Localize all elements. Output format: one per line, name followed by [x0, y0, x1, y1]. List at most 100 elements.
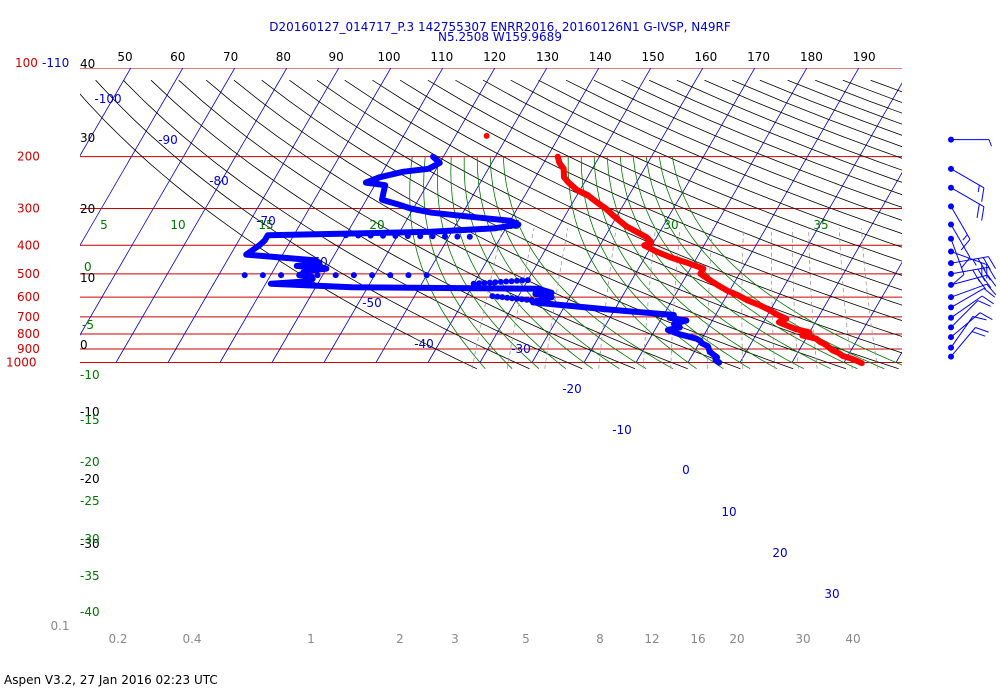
dewpoint-dot	[476, 280, 483, 287]
temperature-trace	[554, 153, 865, 367]
dewpoint-dot	[523, 296, 530, 303]
isotherm-line	[791, 172, 902, 363]
theta-tick-label: 180	[800, 50, 823, 64]
wind-barb	[948, 327, 989, 360]
dewpoint-dot	[538, 298, 545, 305]
dewpoint-dot	[533, 297, 540, 304]
isotherm-label: -50	[362, 296, 382, 310]
wind-barb	[948, 165, 985, 202]
mixing-ratio-line	[838, 228, 853, 369]
mixing-ratio-line	[544, 228, 569, 369]
dry-adiabat-line	[704, 79, 902, 159]
dewpoint-dot	[296, 272, 303, 279]
mixing-ratio-label: 12	[644, 632, 659, 646]
wind-barb	[948, 295, 994, 321]
dewpoint-dot	[380, 232, 386, 239]
isotherm-line	[583, 68, 756, 363]
isotherm-label: 0	[682, 463, 690, 477]
left-temp-label: 40	[80, 57, 95, 71]
dewpoint-dot	[392, 232, 399, 239]
temperature-outlier-point	[483, 132, 490, 139]
dewpoint-dot	[278, 272, 285, 279]
dewpoint-dot	[494, 293, 501, 300]
left-temp-label: -10	[80, 405, 100, 419]
dewpoint-dot	[481, 280, 488, 286]
isotherm-label: 20	[772, 546, 787, 560]
isotherm-label: -10	[612, 423, 632, 437]
isotherm-line	[739, 82, 902, 363]
left-temp-label: 30	[80, 131, 95, 145]
moist-adiabat-line	[450, 156, 567, 370]
dewpoint-dot	[259, 272, 266, 279]
moist-adiabat-line	[632, 156, 831, 370]
isotherm-label: -70	[256, 214, 276, 228]
dewpoint-dot	[489, 293, 496, 300]
wind-barb	[948, 287, 996, 311]
dewpoint-dot	[514, 295, 520, 302]
mixing-ratio-label: 3	[451, 632, 459, 646]
dry-adiabat-line	[842, 79, 902, 103]
moist-adiabat-line	[593, 156, 751, 370]
theta-tick-label: 190	[853, 50, 876, 64]
dry-adiabat-line	[95, 79, 530, 370]
pressure-label: 200	[17, 150, 40, 164]
dewpoint-dot	[355, 232, 362, 239]
pressure-label: 600	[17, 290, 40, 304]
mixing-ratio-label: 1	[307, 632, 315, 646]
dry-adiabat-line	[427, 79, 902, 291]
moist-adiabat-line	[436, 156, 540, 369]
wind-barb	[948, 312, 993, 341]
left-temp-label: -20	[80, 455, 100, 469]
pressure-label: 900	[17, 342, 40, 356]
dry-adiabat-line	[455, 79, 902, 276]
mixing-ratio-line	[706, 228, 713, 369]
dewpoint-dot	[369, 272, 376, 279]
pressure-label: 400	[17, 238, 40, 252]
isotherm-line	[323, 68, 496, 363]
mixing-ratio-label: 20	[729, 632, 744, 646]
pressure-label: 1000	[6, 356, 37, 370]
dry-adiabat-line	[815, 79, 902, 114]
dry-adiabat-line	[233, 79, 794, 370]
theta-tick-label: 130	[536, 50, 559, 64]
moist-adiabat-line	[580, 156, 724, 370]
dry-adiabat-line	[510, 79, 902, 248]
theta-tick-label: 60	[170, 50, 185, 64]
theta-tick-label: 90	[329, 50, 344, 64]
isotherm-line	[80, 68, 132, 157]
dry-adiabat-line	[593, 79, 902, 208]
dewpoint-dot	[404, 233, 411, 239]
dry-adiabat-line	[621, 79, 902, 196]
pressure-label: 700	[17, 310, 40, 324]
dry-adiabat-line	[150, 79, 636, 370]
dewpoint-dot	[519, 277, 526, 284]
left-temp-label: -40	[80, 605, 100, 619]
isotherm-line	[115, 68, 288, 363]
dewpoint-dot	[417, 233, 424, 240]
dewpoint-trace	[243, 153, 723, 366]
moist-adiabat-line	[423, 156, 513, 369]
dewpoint-dot	[429, 233, 436, 240]
theta-e-label: 30	[663, 218, 678, 232]
dewpoint-dot	[497, 278, 504, 285]
dry-adiabat-line	[80, 93, 477, 370]
isotherm-line	[167, 68, 340, 363]
mixing-ratio-label: 40	[845, 632, 860, 646]
dewpoint-dot	[442, 233, 448, 240]
chart-location: N5.2508 W159.9689	[438, 30, 562, 44]
theta-tick-label: 70	[223, 50, 238, 64]
left-temp-label: 0	[80, 338, 88, 352]
left-temp-label: 20	[80, 202, 95, 216]
dewpoint-dot	[503, 278, 510, 285]
pressure-label: 500	[17, 267, 40, 281]
pressure-label: 800	[17, 327, 40, 341]
dewpoint-dot	[405, 272, 412, 279]
moist-adiabat-line	[463, 156, 593, 370]
left-temp-label: 0	[84, 260, 92, 274]
pressure-label: 300	[17, 202, 40, 216]
isotherm-label: -80	[209, 174, 229, 188]
dry-adiabat-line	[870, 79, 902, 93]
dewpoint-dot	[350, 272, 357, 279]
isotherm-line	[219, 68, 392, 363]
